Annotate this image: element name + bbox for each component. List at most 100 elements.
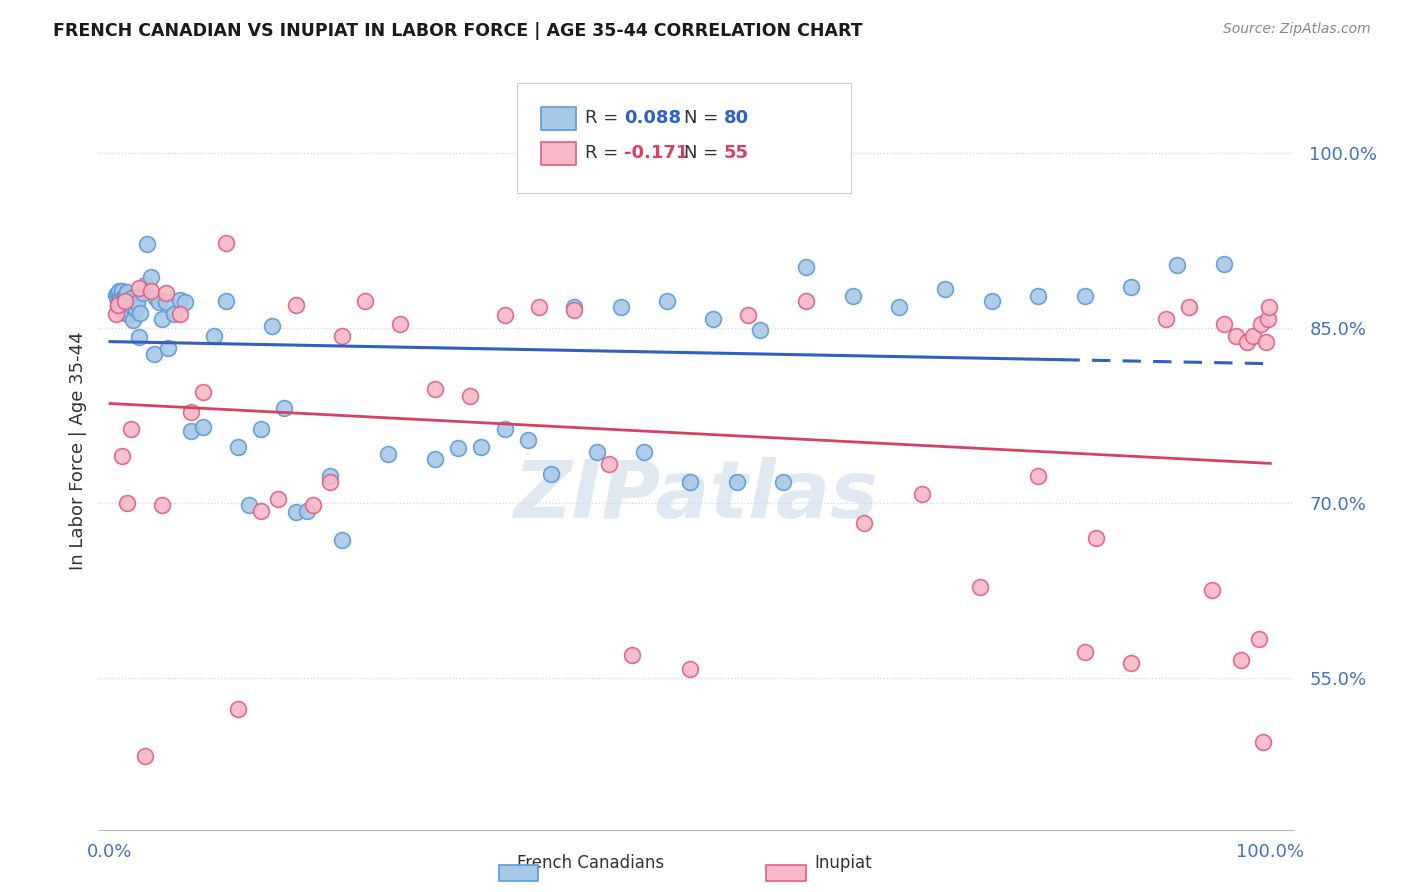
Point [655,294,678,309]
Point [114,291,136,305]
Point [108,284,131,298]
Text: -0.171: -0.171 [624,145,689,162]
Point [389,318,412,332]
Point [174,295,197,310]
Text: 80: 80 [724,110,748,128]
Point [1212,257,1234,271]
Point [1254,334,1277,349]
Point [180,405,202,419]
Point [319,475,342,489]
Point [267,492,290,507]
Point [128,281,150,295]
Point [238,498,260,512]
Point [853,516,876,530]
Point [330,533,353,548]
Text: 55: 55 [724,145,748,162]
Point [887,300,910,314]
Point [1073,645,1095,659]
Point [586,444,609,458]
Bar [541,142,576,165]
Point [969,580,991,594]
Point [598,458,620,472]
Point [841,289,863,303]
Point [737,308,759,322]
Point [169,293,191,307]
Point [124,302,146,317]
Point [562,303,585,318]
Point [215,235,238,250]
Point [169,307,191,321]
Point [1119,656,1142,670]
Point [529,300,551,314]
Point [111,303,134,318]
Point [447,441,470,455]
Text: R =: R = [585,145,624,162]
Text: 0.088: 0.088 [624,110,682,128]
Point [354,294,377,309]
Text: ZIPatlas: ZIPatlas [513,457,879,535]
Point [129,306,152,320]
Point [122,313,145,327]
Text: Source: ZipAtlas.com: Source: ZipAtlas.com [1223,22,1371,37]
Point [1225,329,1247,343]
Point [1212,318,1234,332]
Point [284,505,307,519]
Point [621,648,644,662]
Point [1258,300,1281,314]
Point [131,285,153,300]
Point [284,298,307,312]
Point [250,504,273,518]
Text: N =: N = [685,145,724,162]
Point [112,300,135,314]
Point [105,291,128,305]
Point [111,291,134,305]
Point [150,498,173,512]
Point [980,294,1002,309]
Point [377,447,399,461]
Point [110,293,132,307]
Point [794,294,817,309]
Point [319,469,342,483]
Point [297,504,319,518]
Point [609,300,631,314]
Point [1026,469,1049,483]
Point [458,389,481,403]
Point [155,295,177,310]
Text: N =: N = [685,110,724,128]
Bar [541,107,576,129]
Point [125,296,148,310]
Point [110,300,132,314]
Point [128,330,150,344]
Point [115,287,138,301]
Point [215,294,238,309]
Point [1257,311,1279,326]
Point [794,260,817,275]
Point [494,422,516,436]
Point [111,450,134,464]
Point [262,318,284,333]
Point [163,307,186,321]
Text: FRENCH CANADIAN VS INUPIAT IN LABOR FORCE | AGE 35-44 CORRELATION CHART: FRENCH CANADIAN VS INUPIAT IN LABOR FORC… [53,22,863,40]
Point [1241,329,1264,343]
Point [104,307,127,321]
Point [679,662,702,676]
Point [104,288,127,302]
Point [934,283,956,297]
Point [1201,583,1223,598]
Point [540,467,562,481]
Point [107,285,129,300]
Point [1253,735,1275,749]
Point [114,306,136,320]
Text: Inupiat: Inupiat [815,855,872,872]
Point [1230,653,1253,667]
Point [633,444,655,458]
Point [145,291,167,305]
Point [108,292,131,306]
Point [120,291,142,305]
Point [1119,280,1142,294]
Point [1154,311,1177,326]
Point [226,702,249,716]
Point [139,269,162,284]
Point [470,440,492,454]
Point [191,420,214,434]
